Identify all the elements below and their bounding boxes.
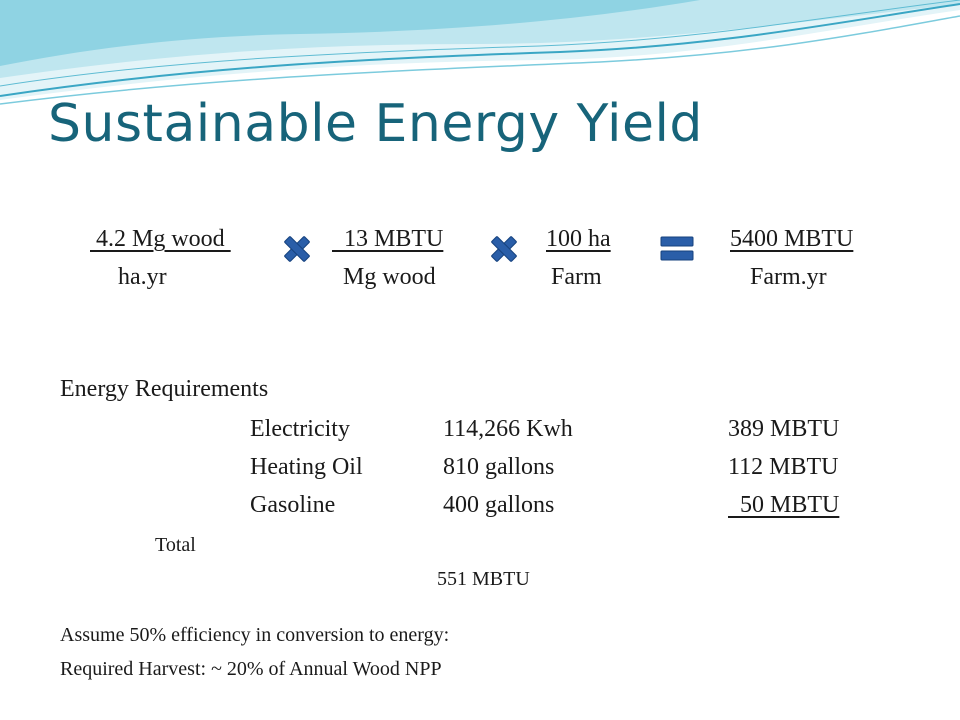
term-3-numerator: 100 ha bbox=[546, 226, 611, 252]
efficiency-note: Assume 50% efficiency in conversion to e… bbox=[60, 624, 450, 646]
requirements-heading: Energy Requirements bbox=[60, 376, 269, 402]
total-label: Total bbox=[155, 534, 196, 556]
term-2-denominator: Mg wood bbox=[343, 264, 436, 290]
multiply-icon bbox=[284, 236, 310, 262]
term-2-numerator: 13 MBTU bbox=[332, 226, 444, 252]
total-value: 551 MBTU bbox=[437, 568, 530, 590]
term-4-numerator: 5400 MBTU bbox=[730, 226, 854, 252]
equals-icon bbox=[660, 236, 694, 261]
term-1-numerator: 4.2 Mg wood bbox=[90, 226, 231, 252]
requirement-item: Gasoline bbox=[250, 492, 336, 518]
requirement-item: Heating Oil bbox=[250, 454, 363, 480]
requirement-mbtu: 112 MBTU bbox=[728, 454, 839, 480]
harvest-note: Required Harvest: ~ 20% of Annual Wood N… bbox=[60, 658, 442, 680]
multiply-icon bbox=[491, 236, 517, 262]
requirement-amount: 810 gallons bbox=[443, 454, 555, 480]
slide-title: Sustainable Energy Yield bbox=[48, 94, 703, 154]
requirement-amount: 114,266 Kwh bbox=[443, 416, 573, 442]
requirement-item: Electricity bbox=[250, 416, 350, 442]
term-3-denominator: Farm bbox=[551, 264, 602, 290]
term-4-denominator: Farm.yr bbox=[750, 264, 827, 290]
requirement-mbtu: 389 MBTU bbox=[728, 416, 840, 442]
requirement-amount: 400 gallons bbox=[443, 492, 555, 518]
header-wave-decoration bbox=[0, 0, 960, 105]
term-1-denominator: ha.yr bbox=[118, 264, 167, 290]
requirement-mbtu: 50 MBTU bbox=[728, 492, 840, 518]
